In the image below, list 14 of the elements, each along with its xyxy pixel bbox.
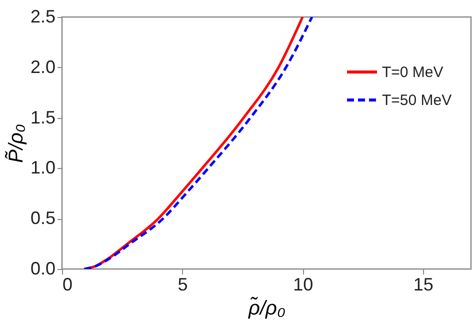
legend-label: T=50 MeV: [382, 92, 452, 109]
y-tick-label: 2.0: [30, 56, 56, 77]
x-tick-label: 10: [293, 274, 314, 294]
y-tick-label: 1.0: [30, 158, 56, 178]
x-tick-label: 5: [178, 274, 188, 294]
y-axis-title: P̃/ρ₀: [4, 124, 28, 163]
legend-label: T=0 MeV: [382, 64, 444, 81]
x-tick-label: 0: [62, 274, 73, 294]
y-tick-label: 0.0: [30, 258, 56, 278]
y-tick-label: 2.5: [30, 6, 56, 26]
x-tick-label: 15: [413, 274, 434, 294]
x-axis-title: ρ̃/ρ₀: [248, 296, 286, 320]
y-tick-label: 0.5: [30, 208, 56, 228]
y-tick-label: 1.5: [30, 107, 56, 128]
